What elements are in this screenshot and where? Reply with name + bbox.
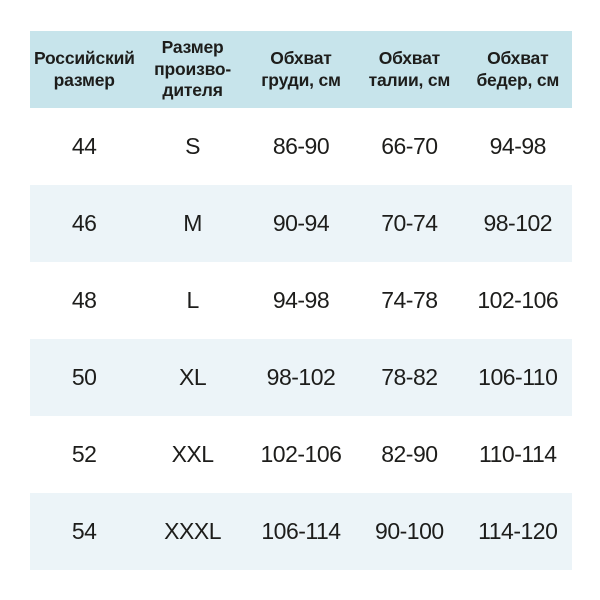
table-row: 46 M 90-94 70-74 98-102: [30, 185, 572, 262]
cell-russian-size: 50: [71, 364, 97, 390]
cell-hips: 102-106: [477, 287, 559, 313]
cell-hips: 106-110: [478, 364, 558, 390]
cell-manufacturer-size: L: [186, 287, 199, 313]
cell-chest: 90-94: [272, 210, 330, 236]
table-row: 44 S 86-90 66-70 94-98: [30, 108, 572, 185]
column-header-manufacturer-size: Размер произво- дителя: [138, 31, 247, 108]
cell-hips: 94-98: [489, 133, 547, 159]
column-header-russian-size: Российский размер: [30, 31, 139, 108]
cell-chest: 86-90: [272, 133, 330, 159]
column-header-chest: Обхват груди, см: [246, 31, 356, 108]
cell-manufacturer-size: XXL: [171, 441, 214, 467]
cell-waist: 70-74: [381, 210, 438, 236]
cell-manufacturer-size: XXXL: [164, 518, 221, 544]
cell-waist: 66-70: [381, 133, 438, 159]
cell-manufacturer-size: S: [185, 133, 200, 159]
size-chart: Российский размер Размер произво- дителя…: [30, 31, 572, 570]
size-table-body: 44 S 86-90 66-70 94-98 46 M 90-94 70-74 …: [30, 108, 572, 570]
cell-russian-size: 48: [71, 287, 97, 313]
cell-chest: 106-114: [261, 518, 341, 544]
cell-hips: 110-114: [479, 441, 557, 467]
header-row: Российский размер Размер произво- дителя…: [30, 31, 572, 108]
cell-chest: 102-106: [260, 441, 342, 467]
table-row: 48 L 94-98 74-78 102-106: [30, 262, 572, 339]
cell-chest: 94-98: [272, 287, 330, 313]
cell-chest: 98-102: [266, 364, 336, 390]
table-row: 54 XXXL 106-114 90-100 114-120: [30, 493, 572, 570]
cell-russian-size: 44: [71, 133, 97, 159]
table-row: 52 XXL 102-106 82-90 110-114: [30, 416, 572, 493]
cell-hips: 98-102: [483, 210, 553, 236]
column-header-hips: Обхват бедер, см: [463, 31, 572, 108]
cell-russian-size: 52: [71, 441, 97, 467]
table-row: 50 XL 98-102 78-82 106-110: [30, 339, 572, 416]
cell-waist: 74-78: [381, 287, 438, 313]
cell-waist: 78-82: [381, 364, 438, 390]
size-table: Российский размер Размер произво- дителя…: [30, 31, 572, 570]
cell-manufacturer-size: XL: [179, 364, 207, 390]
cell-hips: 114-120: [478, 518, 558, 544]
cell-manufacturer-size: M: [183, 210, 202, 236]
cell-russian-size: 46: [71, 210, 97, 236]
size-table-header: Российский размер Размер произво- дителя…: [30, 31, 572, 108]
column-header-waist: Обхват талии, см: [355, 31, 464, 108]
cell-waist: 90-100: [375, 518, 444, 544]
cell-waist: 82-90: [381, 441, 438, 467]
cell-russian-size: 54: [71, 518, 97, 544]
